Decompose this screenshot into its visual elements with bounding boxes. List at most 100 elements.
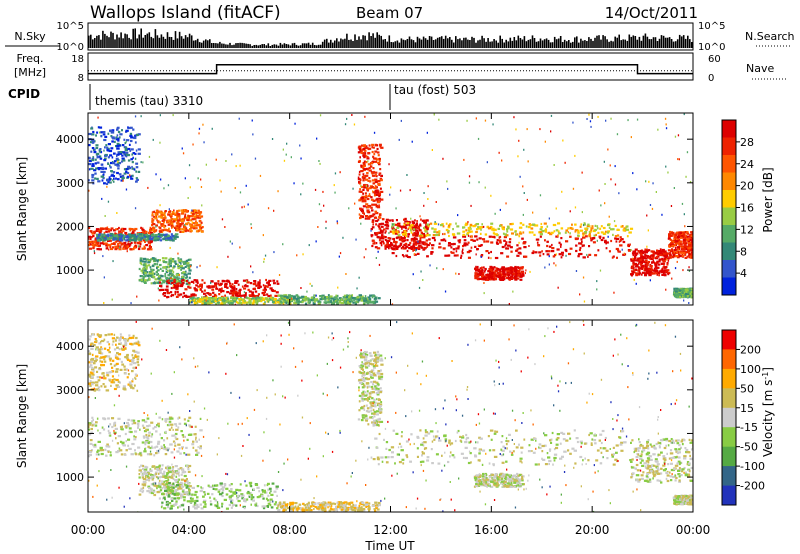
range-gate-cell	[367, 194, 371, 198]
range-gate-cell	[107, 417, 110, 420]
range-gate-cell	[276, 280, 279, 283]
scatter-cell	[308, 244, 310, 247]
range-gate-cell	[151, 229, 156, 232]
scatter-cell	[182, 152, 185, 155]
range-gate-cell	[685, 231, 689, 234]
nsky-bar	[455, 36, 457, 48]
cpid-label: CPID	[8, 87, 40, 101]
nave-tick-bottom: 0	[708, 73, 714, 84]
range-gate-cell	[140, 269, 144, 272]
range-gate-cell	[121, 154, 124, 157]
range-gate-cell	[154, 211, 158, 215]
range-gate-cell	[485, 240, 490, 243]
nsky-bar	[402, 39, 405, 48]
range-gate-cell	[406, 239, 409, 242]
range-gate-cell	[482, 238, 486, 241]
scatter-cell	[420, 270, 422, 273]
range-gate-cell	[167, 269, 169, 272]
scatter-cell	[532, 211, 534, 214]
nsky-bar	[380, 35, 382, 48]
range-gate-cell	[162, 281, 166, 284]
range-gate-cell	[376, 147, 379, 151]
range-gate-cell	[417, 241, 420, 244]
range-gate-cell	[175, 424, 178, 427]
scatter-cell	[356, 287, 358, 290]
cpid-program-1: themis (tau) 3310	[95, 94, 203, 108]
range-gate-cell	[105, 182, 109, 185]
scatter-cell	[282, 148, 284, 151]
range-gate-cell	[493, 266, 496, 269]
range-gate-cell	[206, 292, 210, 295]
range-gate-cell	[522, 242, 526, 245]
range-gate-cell	[676, 291, 679, 294]
range-gate-cell	[461, 250, 464, 253]
range-gate-cell	[469, 223, 473, 226]
nsky-bar	[662, 35, 665, 48]
range-gate-cell	[357, 176, 360, 179]
nsky-bar	[523, 36, 526, 48]
range-gate-cell	[371, 174, 375, 177]
range-gate-cell	[625, 228, 630, 231]
range-gate-cell	[90, 138, 95, 141]
range-gate-cell	[132, 238, 136, 242]
range-gate-cell	[140, 238, 142, 241]
nsky-bar	[453, 42, 455, 48]
range-gate-cell	[92, 243, 95, 246]
range-gate-cell	[510, 272, 514, 275]
range-gate-cell	[420, 246, 424, 249]
range-gate-cell	[583, 222, 586, 225]
nsky-bar	[257, 45, 259, 48]
range-gate-cell	[687, 289, 690, 292]
range-gate-cell	[460, 254, 463, 257]
range-gate-cell	[445, 222, 448, 225]
range-gate-cell	[172, 239, 175, 242]
range-gate-cell	[243, 301, 246, 304]
range-gate-cell	[690, 242, 693, 245]
scatter-cell	[337, 286, 339, 289]
range-gate-cell	[686, 232, 690, 235]
colorbar-tick-label: 24	[740, 158, 754, 171]
range-gate-cell	[582, 236, 586, 239]
range-gate-cell	[100, 163, 103, 166]
range-gate-cell	[658, 274, 660, 277]
nsky-bar	[136, 38, 138, 48]
scatter-cell	[250, 265, 252, 268]
scatter-cell	[178, 273, 180, 276]
scatter-cell	[480, 255, 482, 258]
range-gate-cell	[144, 274, 147, 277]
range-gate-cell	[229, 292, 233, 295]
range-gate-cell	[143, 263, 146, 266]
range-gate-cell	[449, 223, 452, 226]
range-gate-cell	[663, 269, 667, 272]
range-gate-cell	[193, 287, 196, 290]
scatter-cell	[234, 187, 236, 189]
range-gate-cell	[156, 263, 159, 266]
range-gate-cell	[412, 243, 416, 246]
range-gate-cell	[327, 298, 330, 301]
range-gate-cell	[680, 288, 683, 291]
range-gate-cell	[116, 153, 120, 156]
range-gate-cell	[409, 241, 412, 245]
colorbar-tick-label: 28	[740, 136, 754, 149]
range-gate-cell	[203, 297, 207, 300]
scatter-cell	[129, 240, 131, 243]
range-gate-cell	[662, 254, 666, 257]
nsky-bar	[96, 35, 98, 48]
nsky-bar	[638, 36, 641, 48]
range-gate-cell	[367, 179, 370, 182]
range-gate-cell	[658, 271, 661, 274]
range-gate-cell	[348, 295, 351, 298]
nsky-bar	[356, 39, 358, 48]
nsky-bar	[313, 45, 316, 48]
scatter-cell	[317, 226, 319, 228]
range-gate-cell	[521, 237, 524, 240]
range-gate-cell	[456, 247, 460, 250]
range-gate-cell	[378, 163, 381, 166]
range-gate-cell	[691, 245, 693, 248]
range-gate-cell	[363, 299, 366, 302]
range-gate-cell	[380, 222, 385, 225]
scatter-cell	[467, 234, 470, 237]
range-gate-cell	[616, 234, 620, 237]
range-gate-cell	[366, 157, 370, 160]
range-gate-cell	[220, 290, 222, 294]
